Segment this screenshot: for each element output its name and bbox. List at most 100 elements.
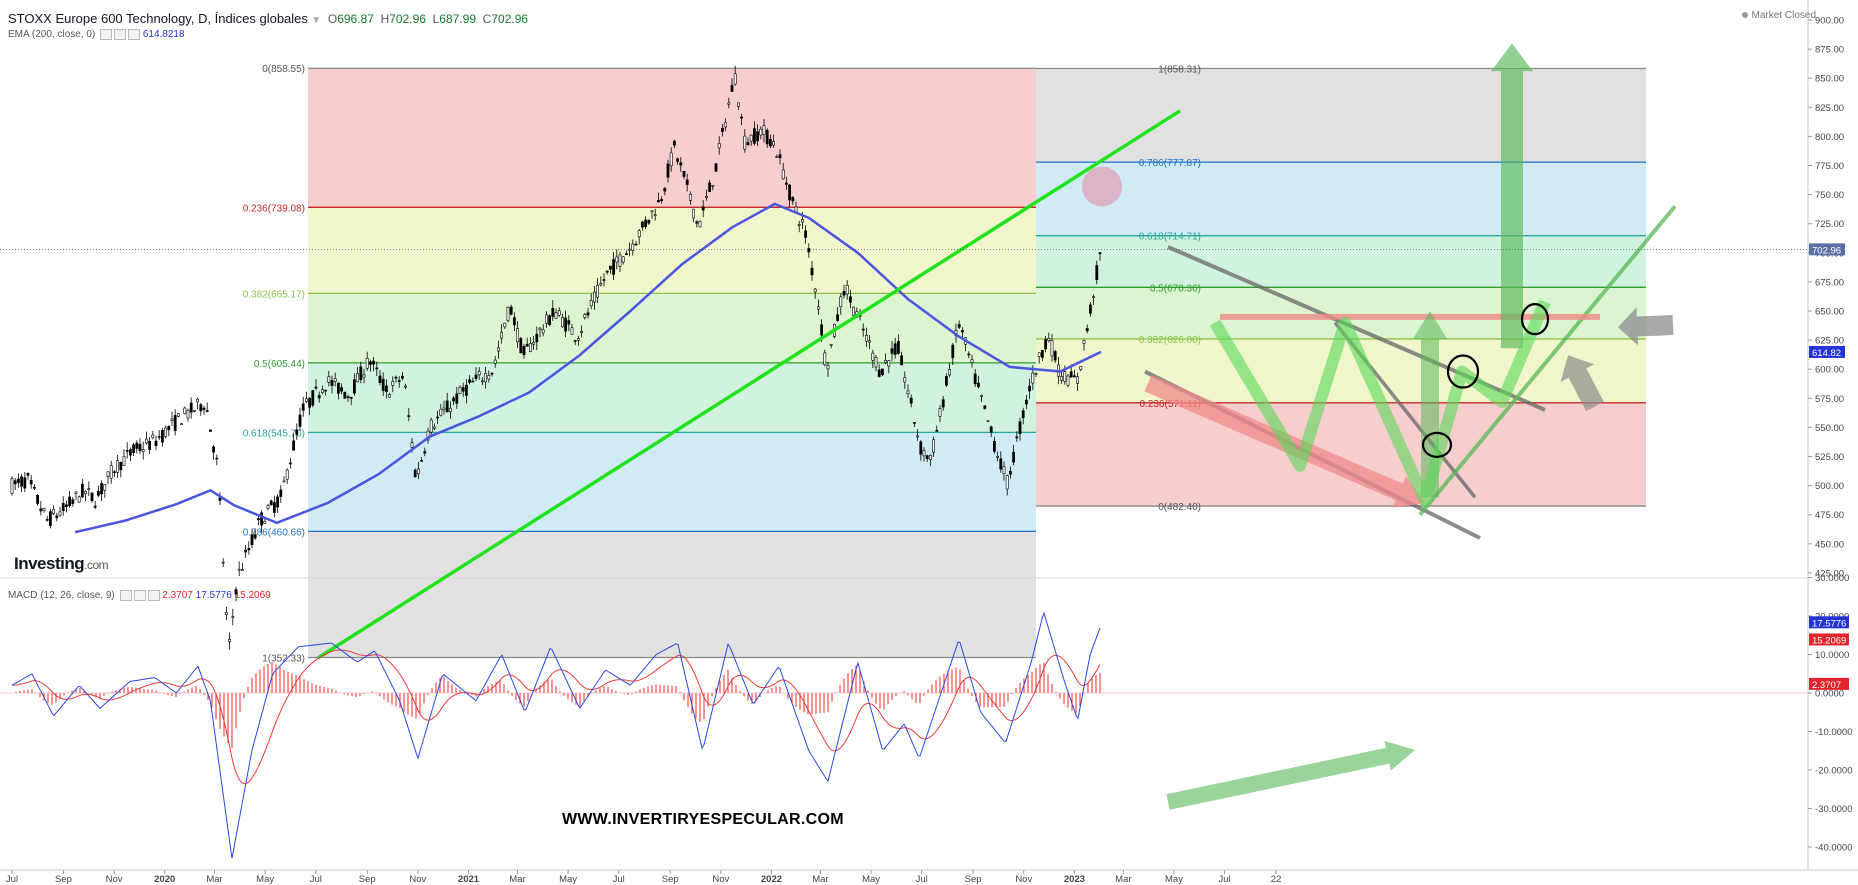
candle-body [231,616,235,618]
candle-body [829,343,833,346]
macd-tick-label: 0.0000 [1815,689,1844,700]
fib2-zone [1036,402,1646,507]
candle-body [749,134,753,142]
last-price-tag [1809,243,1845,256]
price-tick-label: 775.00 [1815,161,1844,172]
candle-body [525,343,529,347]
candle-body [1092,296,1096,298]
candle-body [352,379,356,394]
candle-body [151,434,155,439]
candle-body [42,507,46,511]
macd-label[interactable]: MACD (12, 26, close, 9) [8,590,115,602]
candle-body [1095,265,1099,281]
fib1-label: 1(352.33) [262,653,305,664]
close-icon[interactable] [128,29,141,40]
candle-body [484,373,488,383]
time-tick-label: 22 [1271,874,1282,885]
candle-body [557,310,561,316]
candle-body [682,171,686,177]
ema-label[interactable]: EMA (200, close, 0) [8,29,96,41]
candle-body [647,219,651,224]
candle-body [295,429,299,435]
candle-body [685,179,689,185]
macd-legend: MACD (12, 26, close, 9) 2.3707 17.5776 1… [8,590,271,601]
candle-body [439,409,443,416]
candle-body [672,140,676,146]
candle-body [298,414,302,427]
fib1-zone [308,68,1036,208]
settings-icon[interactable] [114,29,127,40]
eye-icon[interactable] [100,29,113,40]
candle-body [810,267,814,276]
candle-body [874,357,878,368]
candle-body [986,420,990,422]
candle-body [330,380,334,386]
candle-body [775,156,779,158]
candle-body [455,393,459,404]
candle-body [442,407,446,411]
candle-body [311,390,315,406]
close-label: C [482,12,492,26]
macd-eye-icon[interactable] [119,590,132,601]
candle-body [663,188,667,192]
candle-body [768,139,772,147]
candle-body [16,478,20,483]
candle-body [1098,252,1102,255]
candle-body [634,243,638,246]
macd-signal-value: 15.2069 [234,590,271,602]
time-tick-label: Sep [55,874,72,885]
candle-body [23,477,27,489]
time-tick-label: Nov [712,874,729,885]
candle-body [493,359,497,364]
candle-body [205,410,209,413]
candle-body [394,376,398,379]
candle-body [288,462,292,465]
candle-body [864,334,868,342]
candle-body [509,306,513,315]
candle-body [708,182,712,192]
candle-body [250,534,254,546]
macd-settings-icon[interactable] [133,590,146,601]
symbol-title[interactable]: STOXX Europe 600 Technology, D, Índices … [8,11,308,26]
candle-body [269,500,273,506]
candle-body [452,397,456,402]
candle-body [660,199,664,202]
candle-body [381,378,385,391]
ema-tag-label: 614.82 [1812,348,1841,359]
candle-body [880,368,884,376]
fib1-label: 0.5(605.44) [254,359,305,370]
candle-body [266,504,270,509]
fib1-zone [308,362,1036,433]
candle-body [103,484,107,491]
candle-body [922,450,926,457]
candle-body [324,389,328,392]
time-tick-label: Jul [613,874,625,885]
low-value: 687.99 [439,12,476,26]
candle-body [327,376,331,383]
fib1-zone [308,531,1036,658]
time-tick-label: Nov [106,874,123,885]
candle-body [154,440,158,446]
candle-body [848,296,852,303]
candle-body [576,338,580,341]
candle-body [490,372,494,375]
price-tick-label: 575.00 [1815,394,1844,405]
header-chevron-icon[interactable]: ▼ [311,15,322,26]
macd-tick-label: -40.0000 [1815,843,1853,854]
candle-body [551,308,555,317]
candle-body [468,379,472,383]
candle-body [48,511,52,526]
long-term-trendline [317,109,1181,660]
candle-body [193,410,196,412]
candle-body [519,338,523,354]
macd-close-icon[interactable] [147,590,160,601]
candle-body [893,343,897,355]
candle-body [653,214,657,216]
candle-body [871,352,875,361]
candle-body [688,194,692,201]
candle-body [1015,436,1019,439]
candle-body [807,248,811,253]
candle-body [52,509,56,514]
candle-body [583,314,587,318]
high-label: H [380,12,390,26]
